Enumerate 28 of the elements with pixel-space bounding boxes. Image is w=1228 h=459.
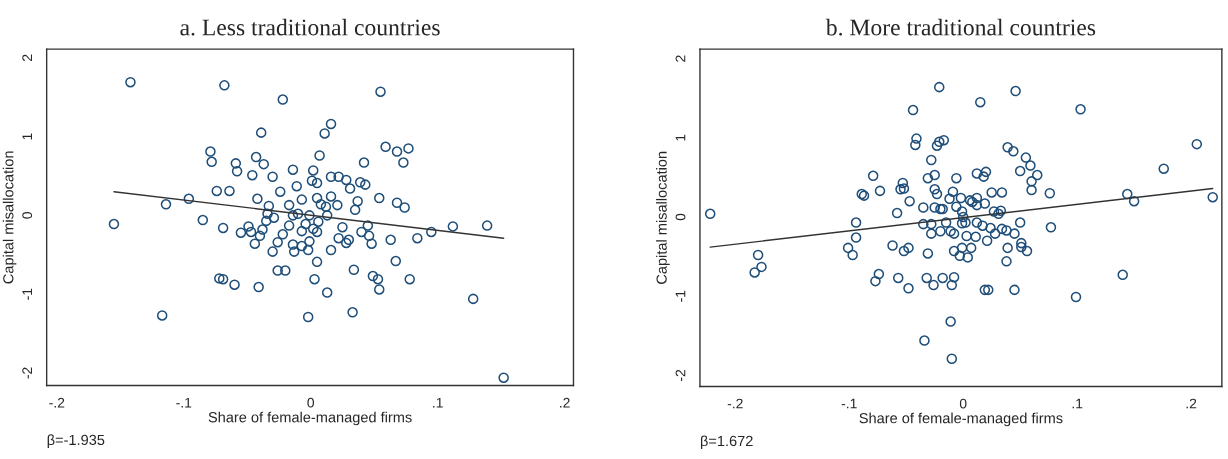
x-axis-title: Share of female-managed firms: [208, 411, 412, 426]
y-tick-label: 1: [675, 134, 686, 141]
y-tick-label: -1: [22, 288, 32, 300]
text: β=1.672: [700, 435, 753, 449]
y-tick-label: 0: [22, 212, 33, 219]
x-axis-title: Share of female-managed firms: [859, 412, 1063, 427]
y-tick-label: 0: [675, 213, 686, 221]
y-tick-label: 2: [22, 54, 32, 61]
y-tick-label: -2: [675, 369, 686, 381]
x-tick-label: .2: [560, 397, 570, 408]
x-tick-label: .1: [1072, 398, 1083, 409]
y-axis-title: Capital misallocation: [2, 151, 17, 284]
x-tick-label: -.2: [49, 397, 65, 408]
y-tick-label: -2: [22, 367, 32, 379]
y-tick-label: 1: [22, 133, 32, 140]
x-tick-label: .2: [1186, 398, 1197, 409]
chart-title: b. More traditional countries: [825, 18, 1096, 36]
y-tick-label: -1: [675, 290, 686, 302]
y-axis-title: Capital misallocation: [656, 151, 670, 284]
chart-title: a. Less traditional countries: [180, 18, 440, 36]
x-tick-label: 0: [307, 397, 315, 408]
x-tick-label: -.1: [176, 397, 192, 408]
text: β=-1.935: [47, 434, 105, 448]
x-tick-label: -.1: [841, 398, 857, 409]
x-tick-label: -.2: [727, 398, 743, 409]
x-tick-label: 0: [959, 398, 967, 409]
y-tick-label: 2: [675, 55, 686, 62]
x-tick-label: .1: [433, 397, 443, 408]
